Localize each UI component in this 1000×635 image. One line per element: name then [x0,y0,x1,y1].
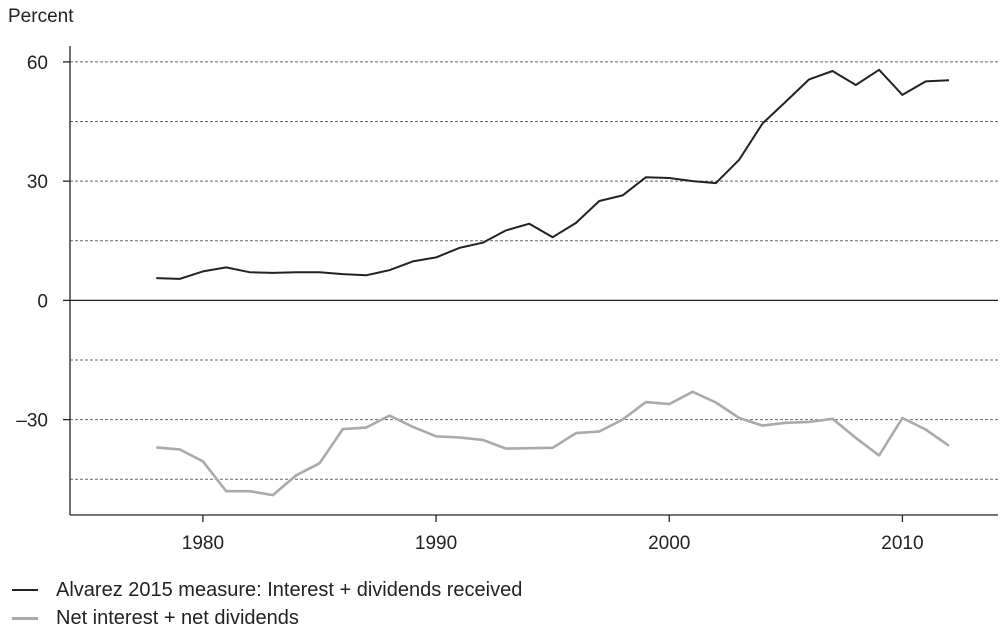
legend-label-alvarez: Alvarez 2015 measure: Interest + dividen… [56,578,523,601]
line-chart: 60 30 0 –30 1980 1990 2000 2010 [16,46,998,554]
legend-swatch-net [12,616,38,620]
y-tick-label: 30 [27,172,48,193]
series-line-net [156,390,950,497]
legend: Alvarez 2015 measure: Interest + dividen… [12,576,522,632]
series-line-alvarez [156,68,950,280]
y-tick-label: –30 [16,411,48,432]
x-tick-label: 1980 [182,533,224,554]
legend-swatch-alvarez [12,589,38,591]
y-tick-label: 0 [37,291,48,312]
y-tick-label: 60 [27,53,48,74]
x-tick-label: 2010 [881,533,923,554]
x-tick-label: 1990 [415,533,457,554]
legend-item-alvarez: Alvarez 2015 measure: Interest + dividen… [12,576,522,604]
x-tick-label: 2000 [648,533,690,554]
legend-item-net: Net interest + net dividends [12,604,522,632]
legend-label-net: Net interest + net dividends [56,606,299,629]
y-axis-label: Percent [8,6,74,27]
